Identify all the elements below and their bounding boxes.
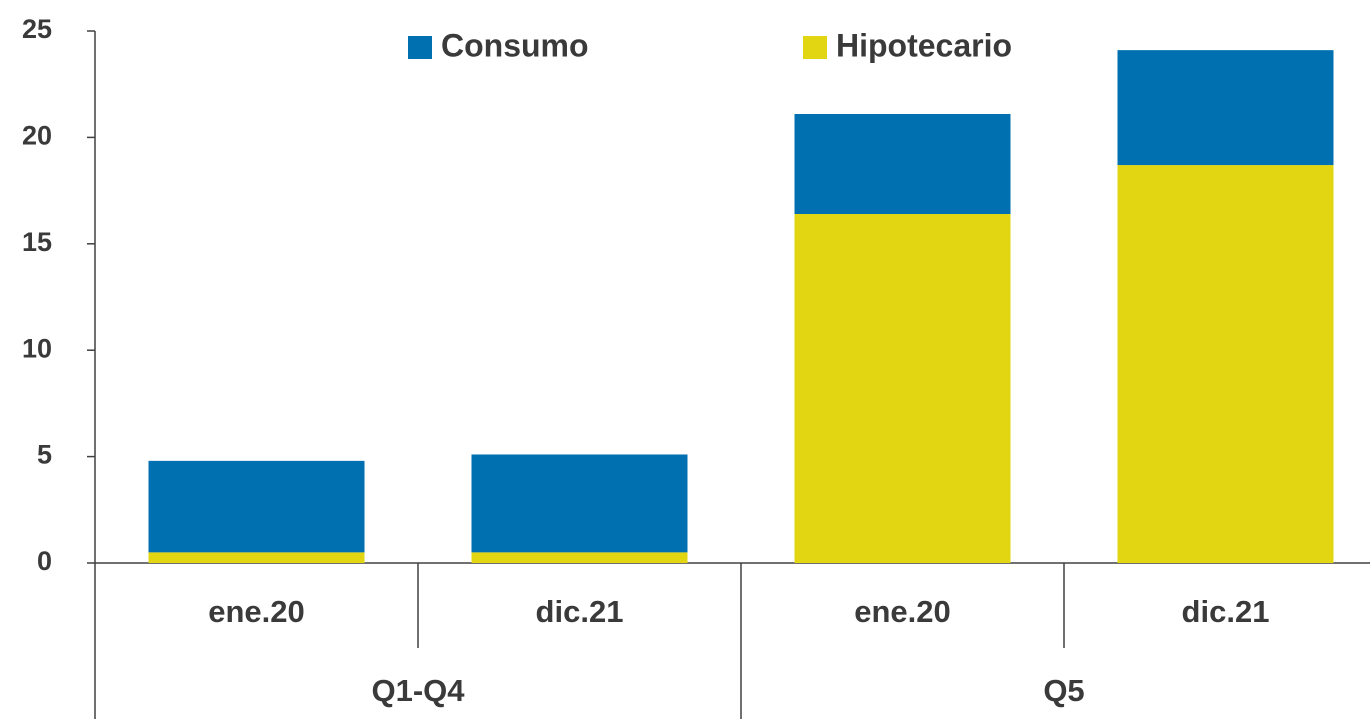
bar-segment [794, 214, 1011, 563]
bar-segment [794, 113, 1011, 215]
y-tick-label: 20 [22, 121, 52, 151]
y-tick-label: 25 [22, 14, 52, 44]
bar-segment [148, 460, 365, 553]
legend-swatch [803, 36, 827, 59]
y-tick-label: 0 [37, 546, 52, 576]
y-tick-label: 5 [37, 440, 52, 470]
x-tick-label: ene.20 [854, 594, 951, 629]
bar-segment [471, 454, 688, 553]
legend-label: Hipotecario [836, 27, 1012, 63]
x-tick-label: dic.21 [536, 594, 624, 629]
bar-segment [148, 552, 365, 563]
bar-segment [1117, 50, 1334, 166]
y-tick-label: 10 [22, 333, 52, 363]
legend-swatch [408, 36, 432, 59]
y-tick-label: 15 [22, 227, 52, 257]
legend-label: Consumo [441, 27, 589, 63]
x-tick-label: ene.20 [208, 594, 305, 629]
bar-segment [471, 552, 688, 563]
group-label: Q5 [1043, 673, 1084, 708]
x-tick-label: dic.21 [1182, 594, 1270, 629]
group-label: Q1-Q4 [371, 673, 465, 708]
bar-segment [1117, 165, 1334, 563]
